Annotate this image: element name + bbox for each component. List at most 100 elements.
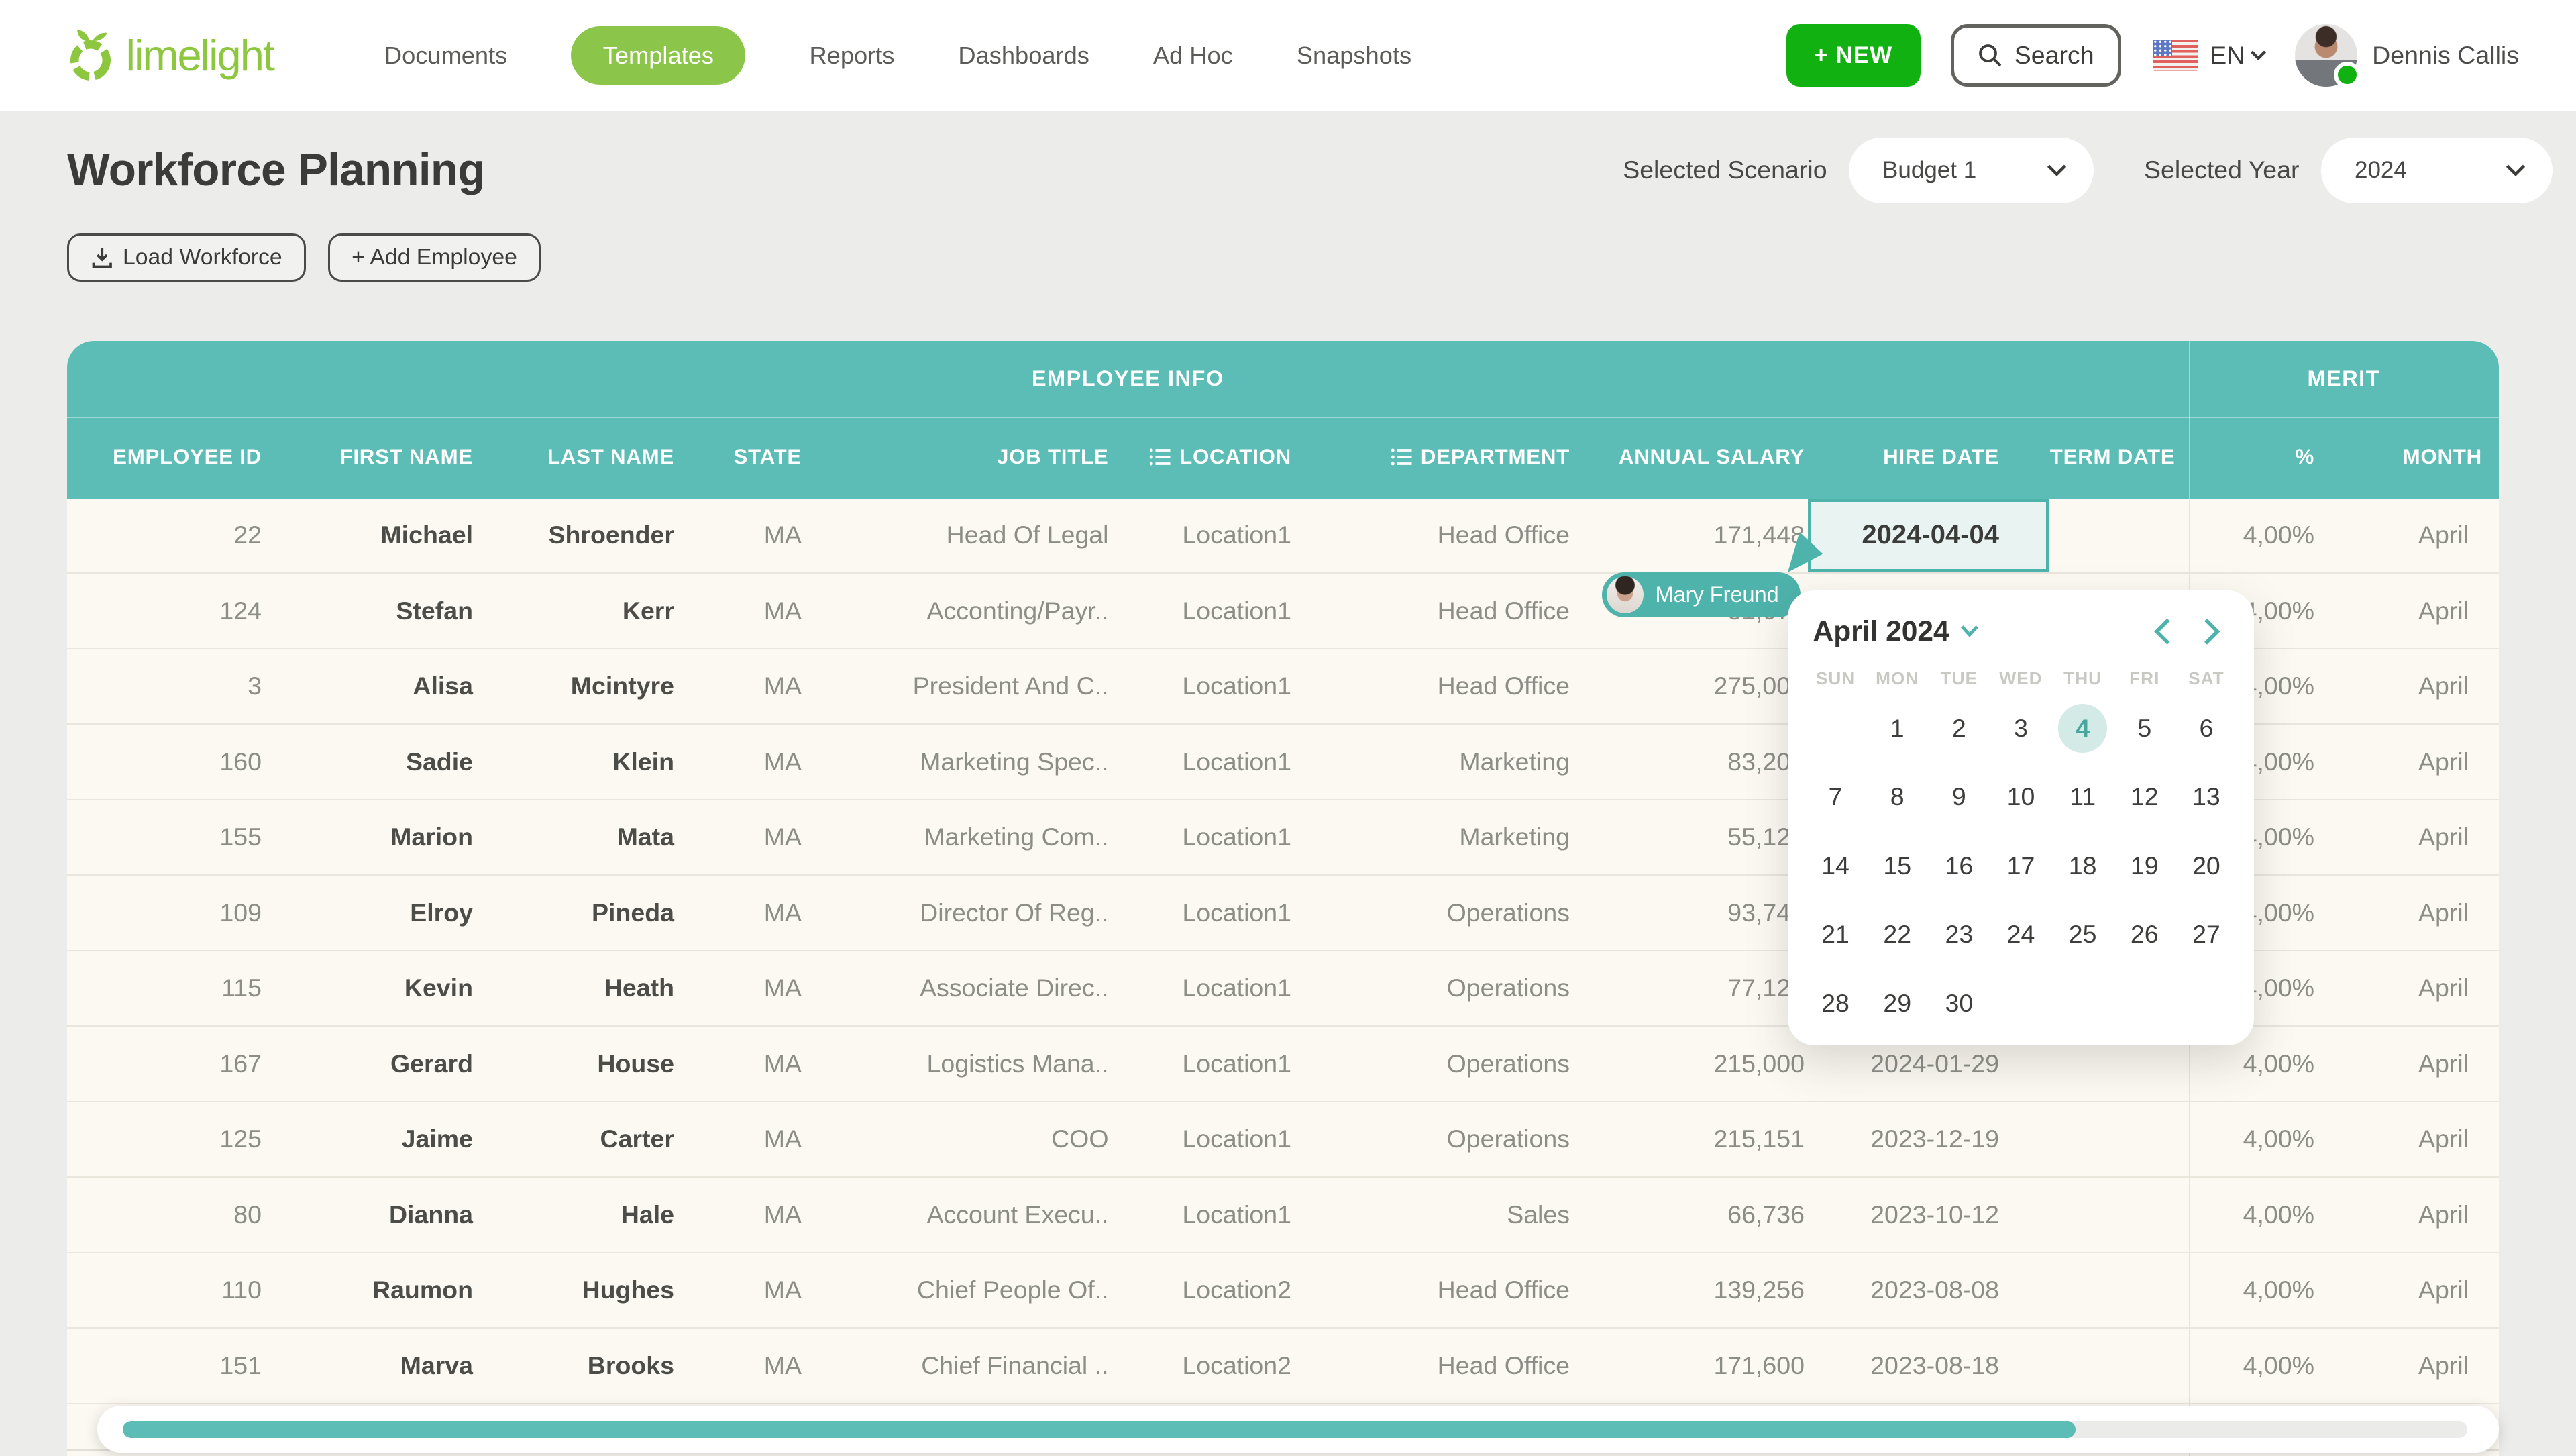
cell-state[interactable]: MA — [678, 800, 808, 875]
calendar-day[interactable]: 22 — [1866, 900, 1928, 970]
cell-pct[interactable]: 4,00% — [2189, 1178, 2322, 1252]
calendar-day[interactable]: 8 — [1866, 763, 1928, 832]
cell-first[interactable]: Kevin — [268, 951, 476, 1026]
cell-salary[interactable]: 215,151 — [1573, 1102, 1808, 1177]
cell-first[interactable]: Marion — [268, 800, 476, 875]
cell-id[interactable]: 124 — [67, 574, 268, 648]
cell-job[interactable]: Head Of Legal — [808, 499, 1112, 573]
cell-state[interactable]: MA — [678, 649, 808, 724]
cell-month[interactable]: April — [2321, 1102, 2499, 1177]
cell-last[interactable]: Brooks — [476, 1329, 678, 1403]
cell-salary[interactable]: 275,000 — [1573, 649, 1808, 724]
cell-job[interactable]: Logistics Mana.. — [808, 1027, 1112, 1101]
calendar-day[interactable]: 16 — [1928, 831, 1990, 900]
cell-hire[interactable]: 2023-08-08 — [1808, 1253, 2049, 1328]
calendar-day[interactable]: 19 — [2114, 831, 2176, 900]
cell-location[interactable]: Location1 — [1112, 499, 1312, 573]
cell-department[interactable]: Operations — [1311, 951, 1573, 1026]
cell-location[interactable]: Location1 — [1112, 725, 1312, 799]
calendar-day[interactable]: 12 — [2114, 763, 2176, 832]
calendar-day[interactable]: 17 — [1990, 831, 2051, 900]
calendar-day[interactable]: 10 — [1990, 763, 2051, 832]
cell-job[interactable]: President And C.. — [808, 649, 1112, 724]
cell-department[interactable]: Head Office — [1311, 499, 1573, 573]
cell-state[interactable]: MA — [678, 1102, 808, 1177]
cell-department[interactable]: Sales — [1311, 1178, 1573, 1252]
cell-id[interactable]: 155 — [67, 800, 268, 875]
cell-last[interactable]: Hale — [476, 1178, 678, 1252]
cell-id[interactable]: 109 — [67, 876, 268, 950]
cell-first[interactable]: Marva — [268, 1329, 476, 1403]
cell-id[interactable]: 80 — [67, 1178, 268, 1252]
cell-month[interactable]: April — [2321, 649, 2499, 724]
cell-id[interactable]: 110 — [67, 1253, 268, 1328]
cell-location[interactable]: Location2 — [1112, 1253, 1312, 1328]
cell-month[interactable]: April — [2321, 1178, 2499, 1252]
cell-salary[interactable]: 77,126 — [1573, 951, 1808, 1026]
cell-last[interactable]: Klein — [476, 725, 678, 799]
cell-term[interactable] — [2049, 499, 2189, 573]
cell-salary[interactable]: 171,448 — [1573, 499, 1808, 573]
limelight-logo[interactable]: limelight — [67, 27, 274, 84]
cell-term[interactable] — [2049, 1253, 2189, 1328]
cell-location[interactable]: Location1 — [1112, 800, 1312, 875]
calendar-day[interactable]: 7 — [1805, 763, 1866, 832]
cell-id[interactable]: 3 — [67, 649, 268, 724]
cell-job[interactable]: Chief Financial .. — [808, 1329, 1112, 1403]
cell-job[interactable]: Account Execu.. — [808, 1178, 1112, 1252]
cell-id[interactable]: 125 — [67, 1102, 268, 1177]
calendar-day[interactable]: 15 — [1866, 831, 1928, 900]
cell-department[interactable]: Operations — [1311, 1027, 1573, 1101]
cell-month[interactable]: April — [2321, 574, 2499, 648]
month-dropdown-chevron-icon[interactable] — [1960, 624, 1980, 639]
calendar-day[interactable]: 20 — [2176, 831, 2237, 900]
calendar-day[interactable]: 18 — [2052, 831, 2114, 900]
cell-last[interactable]: Mcintyre — [476, 649, 678, 724]
cell-location[interactable]: Location2 — [1112, 1329, 1312, 1403]
language-selector[interactable]: EN — [2153, 40, 2267, 72]
calendar-day[interactable]: 5 — [2114, 694, 2176, 763]
cell-state[interactable]: MA — [678, 1329, 808, 1403]
month-year-label[interactable]: April 2024 — [1813, 616, 1949, 648]
nav-item-dashboards[interactable]: Dashboards — [958, 42, 1089, 70]
cell-first[interactable]: Jaime — [268, 1102, 476, 1177]
nav-item-templates[interactable]: Templates — [571, 26, 745, 85]
cell-job[interactable]: Acconting/Payr.. — [808, 574, 1112, 648]
cell-first[interactable]: Elroy — [268, 876, 476, 950]
cell-term[interactable] — [2049, 1102, 2189, 1177]
year-dropdown[interactable]: 2024 — [2321, 138, 2553, 203]
cell-first[interactable]: Sadie — [268, 725, 476, 799]
cell-pct[interactable]: 4,00% — [2189, 1253, 2322, 1328]
cell-last[interactable]: Shroender — [476, 499, 678, 573]
calendar-day[interactable]: 1 — [1866, 694, 1928, 763]
cell-location[interactable]: Location1 — [1112, 574, 1312, 648]
calendar-day[interactable]: 11 — [2052, 763, 2114, 832]
load-workforce-button[interactable]: Load Workforce — [67, 233, 306, 282]
cell-hire[interactable]: 2023-08-18 — [1808, 1329, 2049, 1403]
cell-id[interactable]: 160 — [67, 725, 268, 799]
cell-id[interactable]: 151 — [67, 1329, 268, 1403]
cell-state[interactable]: MA — [678, 574, 808, 648]
add-employee-button[interactable]: + Add Employee — [328, 233, 541, 282]
new-button[interactable]: + NEW — [1786, 24, 1921, 87]
cell-salary[interactable]: 171,600 — [1573, 1329, 1808, 1403]
cell-month[interactable]: April — [2321, 1027, 2499, 1101]
column-header-department[interactable]: DEPARTMENT — [1311, 445, 1573, 469]
cell-month[interactable]: April — [2321, 499, 2499, 573]
user-name[interactable]: Dennis Callis — [2372, 41, 2519, 70]
cell-salary[interactable]: 215,000 — [1573, 1027, 1808, 1101]
cell-first[interactable]: Stefan — [268, 574, 476, 648]
calendar-day[interactable]: 25 — [2052, 900, 2114, 970]
search-button[interactable]: Search — [1951, 24, 2121, 87]
cell-last[interactable]: Kerr — [476, 574, 678, 648]
cell-last[interactable]: Pineda — [476, 876, 678, 950]
cell-salary[interactable]: 139,256 — [1573, 1253, 1808, 1328]
nav-item-ad-hoc[interactable]: Ad Hoc — [1153, 42, 1233, 70]
cell-hire[interactable]: 2023-12-19 — [1808, 1102, 2049, 1177]
cell-first[interactable]: Gerard — [268, 1027, 476, 1101]
cell-month[interactable]: April — [2321, 725, 2499, 799]
cell-location[interactable]: Location1 — [1112, 1178, 1312, 1252]
prev-month-icon[interactable] — [2153, 617, 2172, 646]
cell-department[interactable]: Operations — [1311, 1102, 1573, 1177]
cell-job[interactable]: Director Of Reg.. — [808, 876, 1112, 950]
